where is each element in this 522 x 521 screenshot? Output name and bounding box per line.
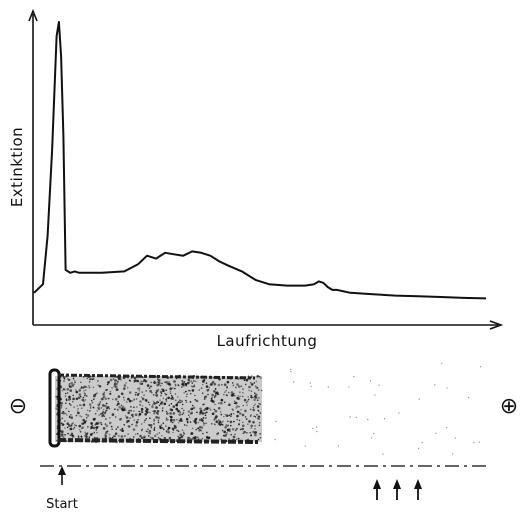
up-arrow-icon	[414, 479, 422, 489]
y-axis-label: Extinktion	[8, 127, 26, 207]
minus-pole-icon: ⊖	[9, 394, 27, 419]
chart-area: Extinktion Laufrichtung	[8, 8, 504, 350]
start-arrow-icon	[58, 466, 66, 475]
electrophoresis-strip: ⊖ ⊕ Start	[9, 362, 518, 512]
up-arrow-icon	[373, 479, 381, 489]
start-label: Start	[46, 497, 78, 512]
fraction-marker	[414, 479, 422, 500]
band-top-edge	[57, 373, 256, 380]
band-speckle	[55, 362, 482, 455]
series-layer	[33, 21, 487, 300]
x-axis-arrow	[489, 320, 504, 330]
fraction-marker	[393, 479, 401, 500]
band-bottom-edge	[57, 438, 259, 444]
series-line	[33, 21, 487, 300]
application-slot	[48, 368, 61, 448]
fraction-marker	[373, 479, 381, 500]
plus-pole-icon: ⊕	[500, 394, 518, 419]
x-axis-label: Laufrichtung	[217, 332, 318, 350]
y-axis-arrow	[28, 8, 38, 22]
up-arrow-icon	[393, 479, 401, 489]
